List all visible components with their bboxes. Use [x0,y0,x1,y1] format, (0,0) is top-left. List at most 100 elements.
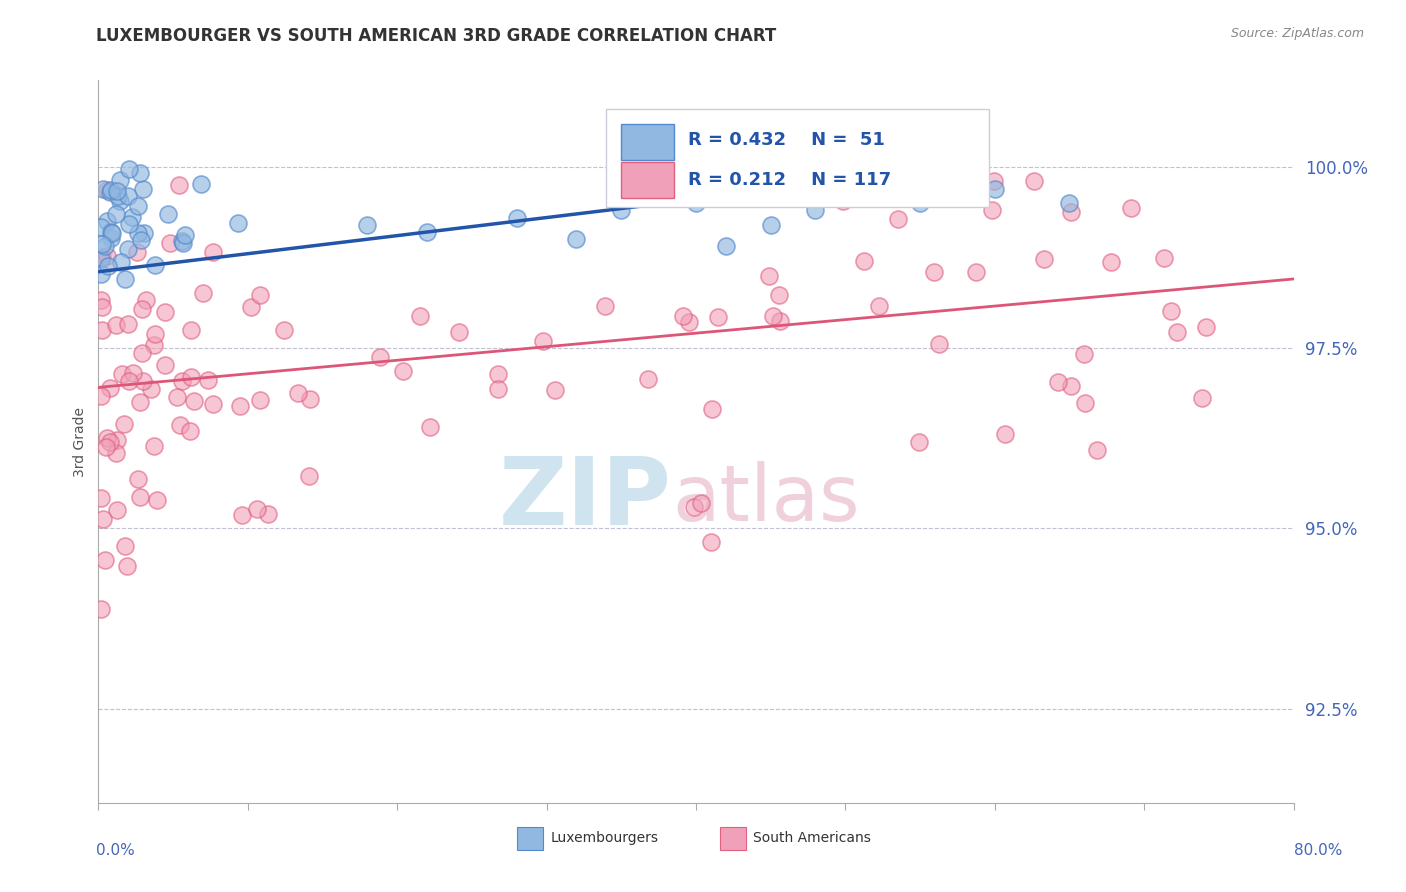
FancyBboxPatch shape [606,109,988,207]
Point [91,323,114,337]
Point [759,218,782,232]
Point [928,337,950,351]
Point [143,337,166,351]
Point [226,215,249,229]
Point [125,245,148,260]
Point [127,226,149,240]
Point [169,178,191,192]
Point [90,219,112,234]
Point [157,207,180,221]
Point [180,370,202,384]
Point [256,507,278,521]
Point [142,439,165,453]
Point [127,199,149,213]
Point [141,382,163,396]
Point [1119,201,1142,215]
Point [1047,375,1070,389]
Point [409,309,432,323]
Point [249,288,271,302]
Point [96,214,118,228]
Point [131,346,153,360]
Point [368,350,391,364]
Point [143,326,166,341]
Point [229,399,252,413]
Point [129,166,152,180]
Point [108,194,131,209]
Point [994,427,1017,442]
Point [135,293,157,307]
Point [93,182,115,196]
Point [922,265,945,279]
Point [1166,326,1188,340]
Point [416,225,439,239]
Point [118,374,141,388]
FancyBboxPatch shape [517,827,543,850]
Point [90,389,112,403]
Point [131,302,153,317]
Point [170,234,193,248]
Point [146,492,169,507]
Point [356,218,378,232]
Point [983,174,1005,188]
Point [90,293,112,307]
Point [91,512,114,526]
Point [153,305,176,319]
Point [593,299,616,313]
FancyBboxPatch shape [720,827,747,850]
Point [707,310,730,325]
Point [804,203,827,218]
Point [190,177,212,191]
Point [170,374,193,388]
Point [108,173,131,187]
Point [1085,443,1108,458]
Point [700,535,723,549]
Point [110,367,132,381]
Text: LUXEMBOURGER VS SOUTH AMERICAN 3RD GRADE CORRELATION CHART: LUXEMBOURGER VS SOUTH AMERICAN 3RD GRADE… [96,27,776,45]
Point [100,226,122,240]
Point [853,254,876,268]
Point [115,559,138,574]
Point [191,286,214,301]
Point [117,317,139,331]
Point [172,236,194,251]
Point [758,268,780,283]
Point [107,189,129,203]
Point [908,196,931,211]
Point [1033,252,1056,266]
Point [97,259,120,273]
Point [1074,395,1097,409]
Point [689,496,711,510]
Point [129,233,152,247]
Point [239,300,262,314]
Point [201,397,224,411]
Point [886,212,908,227]
Point [678,315,700,329]
Point [121,210,143,224]
Point [96,184,118,198]
Point [910,174,932,188]
Text: South Americans: South Americans [754,831,872,846]
Point [96,431,118,445]
Point [1153,251,1175,265]
Point [298,392,321,406]
Point [131,182,153,196]
Point [90,250,112,264]
Point [201,245,224,260]
Point [768,288,790,302]
Point [105,503,128,517]
Point [1059,196,1081,211]
Point [1060,205,1083,219]
Point [249,392,271,407]
Point [166,390,188,404]
Text: Source: ZipAtlas.com: Source: ZipAtlas.com [1230,27,1364,40]
Point [1024,174,1046,188]
Point [298,469,321,483]
Point [637,372,659,386]
Point [769,314,792,328]
Point [531,334,554,348]
Point [419,419,441,434]
Text: R = 0.432    N =  51: R = 0.432 N = 51 [688,131,884,149]
Point [762,309,785,323]
Point [112,417,135,431]
Point [122,366,145,380]
